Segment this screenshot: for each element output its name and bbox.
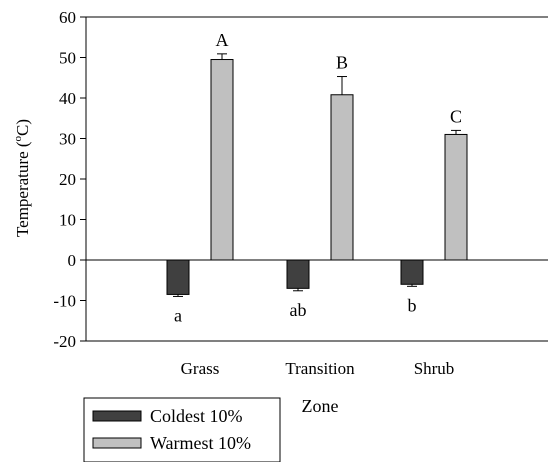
bar [286, 259, 310, 289]
significance-label: b [408, 295, 417, 315]
legend-box [83, 397, 281, 462]
plot-frame [85, 16, 548, 342]
significance-label: A [216, 30, 229, 50]
legend-swatch [92, 437, 142, 449]
significance-label: ab [290, 300, 307, 320]
bar [166, 259, 190, 295]
x-tick-label: Transition [285, 359, 355, 378]
y-tick-label: 10 [59, 211, 76, 230]
bar [330, 94, 354, 261]
bars: a Aab Bb C [166, 30, 468, 325]
legend: Coldest 10% Warmest 10% [83, 397, 281, 462]
y-axis-title-superscript: o [12, 135, 24, 141]
significance-label: B [336, 53, 348, 73]
y-tick-label: 0 [68, 251, 77, 270]
y-tick-label: 40 [59, 89, 76, 108]
y-tick-label: -10 [53, 292, 76, 311]
y-axis-title-main: Temperature ( [13, 141, 32, 237]
y-axis-title: Temperature (oC) [12, 119, 32, 237]
y-tick-label: 20 [59, 170, 76, 189]
y-axis-title-unit: C) [13, 119, 32, 136]
significance-label: C [450, 106, 462, 126]
x-axis: Grass Transition Shrub [181, 359, 455, 378]
y-tick-label: 60 [59, 8, 76, 27]
y-axis: -20 -10 0 10 20 30 40 50 60 [53, 8, 86, 351]
y-tick-label: 50 [59, 49, 76, 68]
legend-label: Coldest 10% [150, 406, 243, 426]
bar [444, 133, 468, 261]
x-tick-label: Grass [181, 359, 220, 378]
significance-label: a [174, 305, 182, 325]
bar [400, 259, 424, 285]
legend-label: Warmest 10% [150, 433, 251, 453]
legend-swatch [92, 410, 142, 422]
y-tick-label: -20 [53, 332, 76, 351]
x-tick-label: Shrub [414, 359, 455, 378]
x-axis-title: Zone [302, 396, 339, 416]
y-tick-label: 30 [59, 130, 76, 149]
bar [210, 59, 234, 261]
